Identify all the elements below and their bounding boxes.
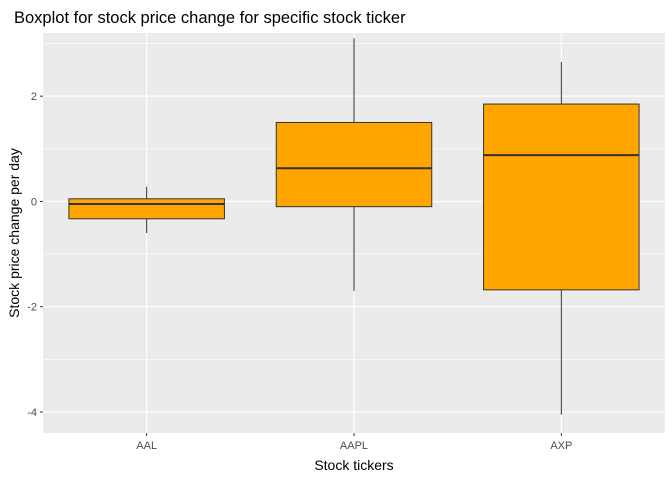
chart-title: Boxplot for stock price change for speci… — [14, 9, 406, 27]
y-tick-label: -2 — [27, 302, 37, 314]
y-tick-label: -4 — [27, 407, 37, 419]
x-axis-label: Stock tickers — [314, 457, 393, 473]
x-tick-label: AXP — [550, 440, 572, 452]
x-tick-label: AAPL — [340, 440, 368, 452]
iqr-box — [484, 104, 640, 290]
y-tick-label: 2 — [31, 91, 37, 103]
iqr-box — [276, 122, 432, 206]
y-axis-label: Stock price change per day — [6, 148, 22, 318]
y-tick-label: 0 — [31, 196, 37, 208]
iqr-box — [69, 199, 225, 219]
x-tick-label: AAL — [136, 440, 157, 452]
